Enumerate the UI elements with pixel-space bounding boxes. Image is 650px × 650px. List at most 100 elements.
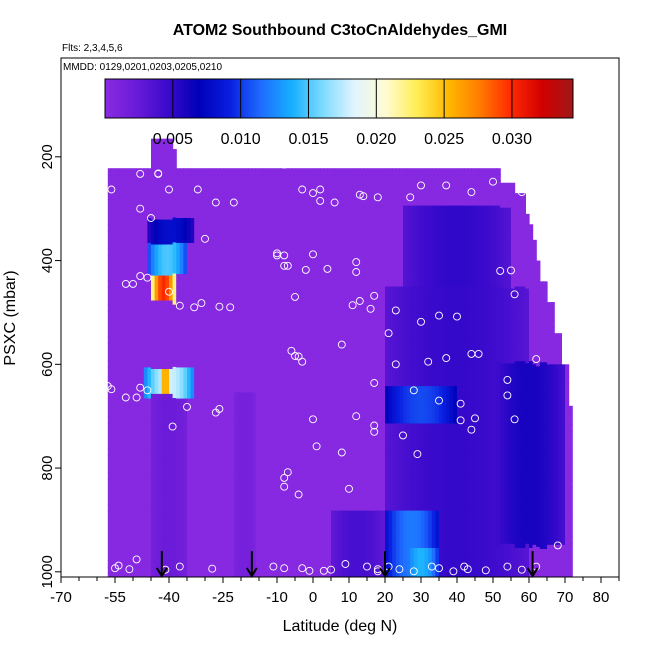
heatmap-cell xyxy=(331,523,336,530)
heatmap-cell xyxy=(241,566,246,574)
heatmap-cell xyxy=(118,354,123,362)
heatmap-cell xyxy=(284,510,289,518)
heatmap-cell xyxy=(273,367,278,375)
heatmap-cell xyxy=(172,516,177,524)
heatmap-cell xyxy=(136,267,141,275)
heatmap-cell xyxy=(194,429,199,437)
heatmap-cell xyxy=(122,454,127,462)
heatmap-cell xyxy=(280,180,285,188)
heatmap-cell xyxy=(313,180,318,188)
heatmap-cell xyxy=(316,491,321,499)
heatmap-cell xyxy=(367,224,372,232)
heatmap-cell xyxy=(305,286,310,294)
heatmap-cell xyxy=(374,348,379,356)
heatmap-cell xyxy=(205,205,210,213)
heatmap-cell xyxy=(345,411,350,418)
heatmap-cell xyxy=(259,429,264,437)
heatmap-cell xyxy=(161,418,166,426)
heatmap-cell xyxy=(251,479,256,487)
heatmap-cell xyxy=(269,174,274,182)
heatmap-cell xyxy=(291,398,296,406)
heatmap-cell xyxy=(374,510,379,518)
heatmap-cell xyxy=(291,311,296,319)
heatmap-cell xyxy=(316,280,321,288)
heatmap-cell xyxy=(233,423,238,431)
heatmap-cell xyxy=(341,342,346,350)
heatmap-cell xyxy=(129,398,134,406)
heatmap-cell xyxy=(359,435,364,443)
heatmap-cell xyxy=(187,354,192,362)
heatmap-cell xyxy=(140,211,145,219)
heatmap-cell xyxy=(352,311,357,319)
heatmap-cell xyxy=(194,479,199,487)
heatmap-cell xyxy=(359,398,364,406)
heatmap-cell xyxy=(179,516,184,524)
heatmap-cell xyxy=(140,292,145,300)
heatmap-cell xyxy=(165,300,170,308)
heatmap-cell xyxy=(374,417,379,425)
heatmap-cell xyxy=(172,310,177,318)
heatmap-cell xyxy=(197,367,202,375)
heatmap-cell xyxy=(183,504,188,512)
heatmap-cell xyxy=(287,311,292,319)
heatmap-cell xyxy=(298,547,303,555)
heatmap-cell xyxy=(143,218,148,225)
heatmap-cell xyxy=(201,379,206,387)
heatmap-cell xyxy=(158,431,163,439)
heatmap-cell xyxy=(305,255,310,263)
heatmap-cell xyxy=(352,336,357,344)
heatmap-cell xyxy=(295,211,300,219)
heatmap-cell xyxy=(248,261,253,269)
heatmap-cell xyxy=(223,230,228,238)
heatmap-cell xyxy=(176,411,181,418)
heatmap-cell xyxy=(259,311,264,319)
heatmap-cell xyxy=(215,541,220,549)
heatmap-cell xyxy=(280,498,285,505)
heatmap-cell xyxy=(223,186,228,194)
heatmap-cell xyxy=(338,479,343,487)
heatmap-cell xyxy=(363,311,368,319)
heatmap-cell xyxy=(359,274,364,281)
heatmap-cell xyxy=(136,411,141,418)
heatmap-cell xyxy=(327,286,332,294)
heatmap-cell xyxy=(215,448,220,456)
heatmap-cell xyxy=(370,205,375,213)
heatmap-cell xyxy=(237,267,242,275)
heatmap-cell xyxy=(356,242,361,250)
heatmap-cell xyxy=(280,286,285,294)
heatmap-cell xyxy=(212,491,217,499)
heatmap-cell xyxy=(280,379,285,387)
heatmap-cell xyxy=(277,404,282,412)
heatmap-cell xyxy=(313,560,318,568)
heatmap-cell xyxy=(331,404,336,412)
heatmap-cell xyxy=(349,535,354,543)
heatmap-cell xyxy=(259,205,264,213)
heatmap-cell xyxy=(161,250,166,258)
heatmap-cell xyxy=(352,491,357,499)
heatmap-cell xyxy=(143,211,148,219)
heatmap-cell xyxy=(161,306,166,314)
heatmap-cell xyxy=(331,255,336,263)
heatmap-cell xyxy=(244,224,249,232)
heatmap-cell xyxy=(226,323,231,331)
heatmap-cell xyxy=(244,454,249,462)
heatmap-cell xyxy=(374,386,379,393)
heatmap-cell xyxy=(237,498,242,505)
heatmap-cell xyxy=(363,292,368,300)
heatmap-cell xyxy=(169,306,174,314)
heatmap-cell xyxy=(122,429,127,437)
heatmap-cell xyxy=(215,354,220,362)
heatmap-cell xyxy=(147,529,152,537)
heatmap-cell xyxy=(161,362,166,370)
heatmap-cell xyxy=(205,292,210,300)
heatmap-cell xyxy=(266,547,271,555)
heatmap-cell xyxy=(266,392,271,400)
heatmap-cell xyxy=(287,342,292,350)
heatmap-cell xyxy=(262,193,267,200)
heatmap-cell xyxy=(129,404,134,412)
heatmap-cell xyxy=(291,467,296,474)
heatmap-cell xyxy=(208,267,213,275)
heatmap-cell xyxy=(147,280,152,288)
heatmap-cell xyxy=(115,373,120,381)
heatmap-cell xyxy=(125,298,130,306)
